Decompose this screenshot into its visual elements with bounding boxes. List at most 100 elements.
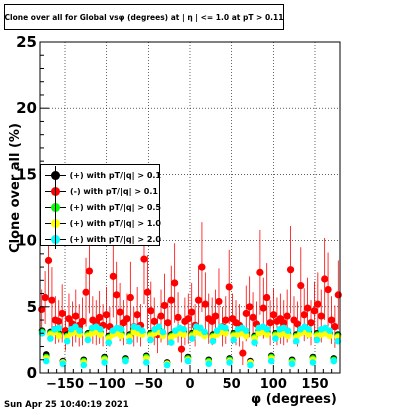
- data-point: [63, 337, 71, 345]
- data-point: [305, 326, 313, 333]
- data-point: [123, 315, 131, 323]
- data-point: [209, 337, 217, 345]
- data-point: [211, 312, 220, 320]
- y-axis-label: Clone over all (%): [8, 123, 23, 253]
- x-tick-label: −150: [46, 377, 84, 392]
- data-point: [150, 317, 158, 325]
- data-point: [213, 327, 221, 334]
- x-tick-label: 100: [260, 377, 287, 392]
- data-point: [116, 308, 124, 316]
- data-point: [96, 313, 104, 321]
- data-point: [305, 331, 313, 338]
- data-point: [326, 327, 333, 334]
- data-point: [283, 312, 291, 320]
- legend-label: (+) with pT/|q| > 0.5: [69, 202, 161, 212]
- data-point: [142, 359, 150, 366]
- data-point: [286, 266, 295, 274]
- data-point: [55, 317, 63, 325]
- data-point: [102, 311, 111, 319]
- data-point: [288, 360, 296, 368]
- data-point: [97, 331, 104, 338]
- data-point: [326, 332, 333, 340]
- data-point: [259, 304, 267, 312]
- data-point: [126, 293, 134, 302]
- data-point: [44, 256, 53, 265]
- legend-marker: [45, 229, 66, 249]
- timestamp-footer: Sun Apr 25 10:40:19 2021: [4, 400, 129, 410]
- data-point: [249, 313, 257, 321]
- data-point: [330, 357, 338, 365]
- data-point: [42, 357, 50, 365]
- data-point: [321, 275, 329, 283]
- data-point: [247, 361, 254, 369]
- data-point: [334, 291, 342, 299]
- data-point: [292, 337, 300, 345]
- data-point: [226, 359, 233, 366]
- data-point: [272, 335, 279, 342]
- data-points: [38, 255, 342, 369]
- data-point: [157, 312, 165, 320]
- data-point: [188, 335, 196, 342]
- legend: (+) with pT/|q| > 0.1 (-) with pT/|q| > …: [40, 164, 161, 249]
- data-point: [105, 339, 113, 346]
- data-point: [327, 316, 336, 324]
- data-point: [164, 319, 172, 327]
- data-point: [263, 293, 271, 302]
- legend-entry: (-) with pT/|q| > 0.1: [41, 181, 161, 201]
- data-point: [313, 336, 321, 344]
- x-tick-label: −50: [134, 377, 163, 392]
- data-point: [263, 326, 271, 333]
- data-point: [126, 337, 133, 345]
- data-point: [300, 311, 308, 319]
- legend-marker: [45, 165, 66, 185]
- y-tick-label: 15: [16, 165, 37, 183]
- legend-label: (-) with pT/|q| > 0.1: [70, 186, 158, 196]
- data-point: [180, 331, 188, 338]
- data-point: [101, 359, 108, 366]
- data-point: [317, 312, 325, 320]
- x-tick-label: 150: [301, 377, 328, 392]
- data-point: [163, 361, 171, 369]
- legend-label: (+) with pT/|q| > 2.0: [69, 234, 161, 244]
- data-point: [310, 307, 319, 315]
- data-point: [85, 267, 94, 275]
- data-point: [184, 315, 192, 323]
- data-point: [222, 329, 229, 337]
- data-point: [147, 336, 154, 344]
- data-point: [208, 317, 216, 325]
- data-point: [267, 357, 275, 365]
- data-point: [97, 326, 104, 333]
- data-point: [246, 303, 254, 311]
- data-point: [269, 311, 278, 319]
- data-point: [266, 319, 274, 327]
- data-point: [194, 296, 203, 304]
- data-point: [138, 327, 146, 334]
- y-tick-label: 5: [27, 298, 37, 316]
- data-point: [174, 313, 182, 321]
- data-point: [304, 304, 312, 312]
- data-point: [76, 327, 83, 334]
- data-point: [324, 285, 332, 294]
- data-point: [117, 332, 125, 340]
- legend-marker: [45, 181, 66, 201]
- legend-label: (+) with pT/|q| > 0.1: [69, 170, 161, 180]
- legend-entry: (+) with pT/|q| > 1.0: [41, 213, 161, 233]
- data-point: [222, 316, 230, 324]
- data-point: [133, 311, 141, 319]
- data-point: [205, 360, 213, 368]
- data-point: [160, 301, 169, 310]
- data-point: [197, 324, 204, 332]
- data-point: [263, 331, 271, 338]
- data-point: [225, 283, 233, 291]
- data-point: [65, 315, 73, 323]
- data-point: [109, 272, 117, 280]
- data-point: [58, 309, 66, 318]
- data-point: [72, 323, 79, 330]
- legend-entry: (+) with pT/|q| > 0.1: [41, 165, 161, 185]
- data-point: [47, 335, 54, 342]
- data-point: [222, 324, 229, 332]
- data-point: [280, 319, 288, 327]
- legend-entry: (+) with pT/|q| > 2.0: [41, 229, 161, 249]
- data-point: [314, 300, 322, 308]
